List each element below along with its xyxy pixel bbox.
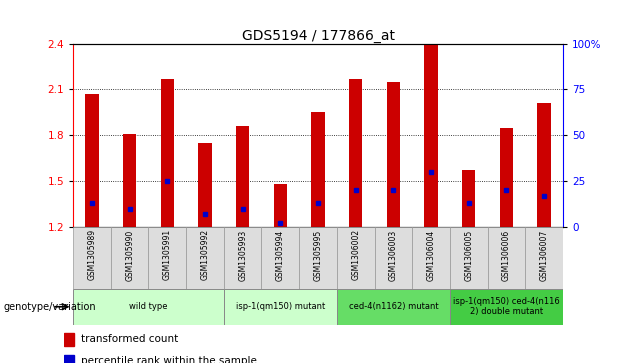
Bar xyxy=(537,103,551,227)
Bar xyxy=(64,355,74,363)
FancyBboxPatch shape xyxy=(111,227,148,289)
FancyBboxPatch shape xyxy=(73,289,224,325)
Bar xyxy=(273,184,287,227)
Text: transformed count: transformed count xyxy=(81,334,178,344)
Text: GSM1306002: GSM1306002 xyxy=(351,229,360,281)
Text: genotype/variation: genotype/variation xyxy=(3,302,96,312)
Bar xyxy=(123,134,136,227)
Title: GDS5194 / 177866_at: GDS5194 / 177866_at xyxy=(242,29,394,42)
Text: GSM1305993: GSM1305993 xyxy=(238,229,247,281)
Bar xyxy=(161,79,174,227)
Bar xyxy=(85,94,99,227)
FancyBboxPatch shape xyxy=(299,227,337,289)
FancyBboxPatch shape xyxy=(337,227,375,289)
FancyBboxPatch shape xyxy=(450,227,488,289)
FancyBboxPatch shape xyxy=(488,227,525,289)
Text: GSM1306006: GSM1306006 xyxy=(502,229,511,281)
Text: GSM1306007: GSM1306007 xyxy=(539,229,548,281)
FancyBboxPatch shape xyxy=(525,227,563,289)
Bar xyxy=(349,79,363,227)
FancyBboxPatch shape xyxy=(186,227,224,289)
Bar xyxy=(64,333,74,346)
Bar xyxy=(236,126,249,227)
Text: GSM1305994: GSM1305994 xyxy=(276,229,285,281)
Bar xyxy=(462,170,475,227)
Text: GSM1306004: GSM1306004 xyxy=(427,229,436,281)
Text: GSM1305992: GSM1305992 xyxy=(200,229,209,281)
FancyBboxPatch shape xyxy=(224,289,337,325)
Text: GSM1306005: GSM1306005 xyxy=(464,229,473,281)
Text: GSM1305991: GSM1305991 xyxy=(163,229,172,281)
Text: percentile rank within the sample: percentile rank within the sample xyxy=(81,356,257,363)
Text: GSM1305989: GSM1305989 xyxy=(88,229,97,281)
Bar xyxy=(387,82,400,227)
Text: ced-4(n1162) mutant: ced-4(n1162) mutant xyxy=(349,302,438,311)
FancyBboxPatch shape xyxy=(450,289,563,325)
Bar xyxy=(312,112,324,227)
Bar xyxy=(500,127,513,227)
FancyBboxPatch shape xyxy=(261,227,299,289)
Bar xyxy=(198,143,212,227)
Text: GSM1305990: GSM1305990 xyxy=(125,229,134,281)
FancyBboxPatch shape xyxy=(224,227,261,289)
Text: wild type: wild type xyxy=(129,302,168,311)
FancyBboxPatch shape xyxy=(412,227,450,289)
FancyBboxPatch shape xyxy=(375,227,412,289)
Bar xyxy=(424,45,438,227)
FancyBboxPatch shape xyxy=(73,227,111,289)
Text: isp-1(qm150) ced-4(n116
2) double mutant: isp-1(qm150) ced-4(n116 2) double mutant xyxy=(453,297,560,317)
Text: GSM1306003: GSM1306003 xyxy=(389,229,398,281)
Text: GSM1305995: GSM1305995 xyxy=(314,229,322,281)
FancyBboxPatch shape xyxy=(148,227,186,289)
FancyBboxPatch shape xyxy=(337,289,450,325)
Text: isp-1(qm150) mutant: isp-1(qm150) mutant xyxy=(236,302,325,311)
